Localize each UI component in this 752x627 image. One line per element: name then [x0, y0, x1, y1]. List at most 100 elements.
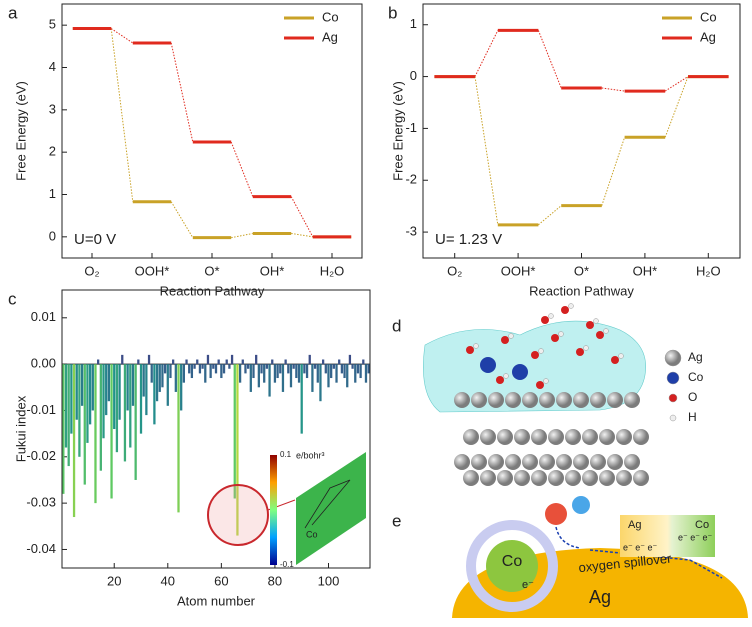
panel-d: [423, 303, 649, 486]
bar: [351, 364, 354, 369]
h-atom: [568, 303, 574, 309]
x-tick-label: 40: [161, 573, 175, 588]
legend-swatch: [669, 414, 677, 422]
bar: [321, 359, 325, 365]
x-tick-label: 20: [107, 573, 121, 588]
bar: [316, 364, 319, 383]
ag-atom: [607, 392, 623, 408]
o-atom: [561, 306, 569, 314]
annotation: U= 1.23 V: [435, 231, 502, 248]
co-atom: [512, 364, 528, 380]
bar: [193, 364, 196, 369]
inset-left-label: Ag: [628, 519, 641, 531]
legend-label: Co: [688, 370, 704, 384]
bar: [241, 359, 244, 365]
x-tick-label: O*: [204, 263, 219, 278]
y-axis-label: Free Energy (eV): [13, 81, 28, 181]
h-atom: [503, 373, 509, 379]
bar: [338, 359, 341, 365]
bar: [134, 364, 137, 480]
x-axis-label: Atom number: [177, 593, 256, 608]
bar: [233, 364, 236, 499]
bar: [324, 364, 327, 374]
highlight-circle: [207, 484, 269, 546]
connector: [291, 232, 313, 238]
h-atom: [538, 348, 544, 354]
bar: [252, 364, 255, 379]
bar: [190, 364, 194, 379]
x-tick-label: H₂O: [696, 263, 721, 278]
panel-label: b: [388, 3, 397, 22]
o-atom: [551, 334, 559, 342]
y-tick-label: 3: [49, 101, 56, 116]
bar: [297, 364, 301, 383]
bar: [107, 364, 111, 402]
x-axis-label: Reaction Pathway: [160, 283, 265, 298]
bar: [121, 354, 124, 365]
ag-atom: [539, 454, 555, 470]
o-atom: [576, 348, 584, 356]
panel-label: e: [392, 511, 401, 530]
electron-label: e⁻: [522, 579, 534, 591]
bar: [182, 364, 185, 383]
h-atom: [618, 353, 624, 359]
y-axis-label: Free Energy (eV): [390, 81, 405, 181]
ag-atom: [573, 454, 589, 470]
bar: [105, 364, 108, 416]
colorbar: [270, 455, 277, 565]
ag-atom: [582, 429, 598, 445]
y-tick-label: -0.03: [26, 495, 56, 510]
connector: [170, 42, 194, 143]
x-tick-label: OOH*: [135, 263, 170, 278]
ag-atom: [505, 454, 521, 470]
plot-frame: [61, 3, 363, 259]
bar: [359, 364, 362, 379]
bar: [158, 364, 161, 392]
bar: [102, 364, 105, 439]
ag-atom: [454, 454, 470, 470]
legend-label: Ag: [700, 29, 716, 44]
bar: [123, 364, 127, 462]
y-tick-label: -1: [405, 120, 417, 135]
y-axis-label: Fukui index: [13, 395, 28, 462]
bar: [303, 364, 306, 374]
bar: [273, 364, 277, 383]
bar: [367, 364, 370, 374]
bar: [97, 359, 100, 365]
o-atom: [496, 376, 504, 384]
core-label: Co: [502, 553, 523, 570]
bar: [99, 364, 102, 471]
bar: [88, 364, 92, 425]
colorbar-unit: e/bohr³: [296, 450, 325, 460]
connector: [110, 28, 134, 202]
h-atom: [508, 333, 514, 339]
bar: [94, 364, 97, 504]
bar: [230, 354, 234, 365]
plot-frame: [61, 289, 371, 569]
panel-label: d: [392, 316, 401, 335]
bar: [225, 359, 228, 365]
y-tick-label: -0.01: [26, 402, 56, 417]
o-atom: [501, 336, 509, 344]
x-tick-label: O₂: [447, 263, 462, 278]
bar: [204, 364, 207, 383]
bar: [268, 364, 271, 397]
ag-atom: [531, 429, 547, 445]
bar: [214, 364, 218, 374]
bar: [238, 364, 242, 383]
inset-electrons: e⁻ e⁻ e⁻: [678, 532, 713, 542]
oxygen-shell: [466, 520, 558, 612]
bar: [217, 359, 220, 365]
ag-atom: [539, 392, 555, 408]
bar: [340, 364, 344, 374]
bar: [169, 364, 172, 379]
ag-atom: [624, 454, 640, 470]
bar: [86, 364, 89, 443]
bar: [319, 364, 322, 402]
bar: [327, 364, 330, 388]
bar: [72, 364, 76, 518]
legend-label: H: [688, 410, 697, 424]
bar: [255, 354, 258, 365]
ag-atom: [480, 470, 496, 486]
